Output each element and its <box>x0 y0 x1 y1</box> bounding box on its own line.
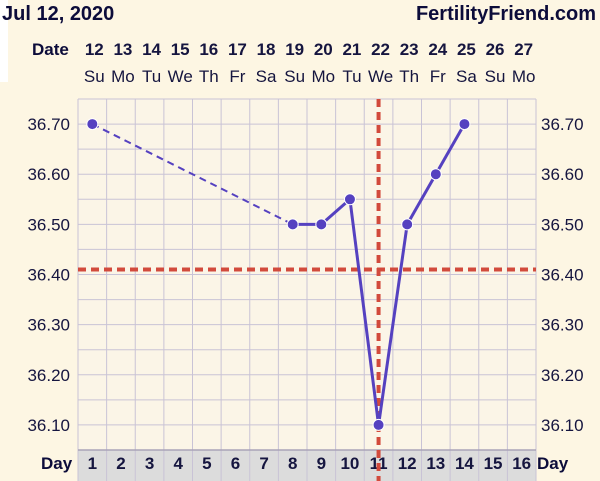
weekday-label: We <box>368 67 393 86</box>
weekday-label: Th <box>399 67 419 86</box>
y-axis-labels: 36.70 36.70 36.60 36.60 36.50 36.50 36.40 36.40… <box>27 115 583 435</box>
y-tick-label-right: 36.40 <box>541 266 584 285</box>
series-segment <box>405 173 438 226</box>
date-label: 21 <box>342 40 361 59</box>
header-tab <box>0 0 8 82</box>
weekday-label: Su <box>284 67 305 86</box>
cycle-day-label: 9 <box>317 454 326 473</box>
cycle-day-label: 8 <box>288 454 297 473</box>
x-axis-labels: 12 Su 1 13 Mo 2 14 Tu 3 15 We 4 16 Th 5 17 Fr 6 18 Sa 7 19 Su 8… <box>84 40 536 473</box>
series-segment-dashed <box>91 123 294 226</box>
cycle-day-label: 13 <box>426 454 445 473</box>
weekday-label: Sa <box>456 67 477 86</box>
cycle-day-label: 14 <box>455 454 474 473</box>
cycle-day-label: 6 <box>231 454 240 473</box>
data-point <box>372 418 385 431</box>
y-tick-label-right: 36.60 <box>541 165 584 184</box>
cycle-day-label: 2 <box>116 454 125 473</box>
date-label: 15 <box>171 40 190 59</box>
cycle-day-label: 10 <box>340 454 359 473</box>
date-label: 13 <box>113 40 132 59</box>
data-point <box>429 168 442 181</box>
date-label: 23 <box>400 40 419 59</box>
weekday-label: Fr <box>430 67 446 86</box>
data-point <box>86 118 99 131</box>
date-label: 20 <box>314 40 333 59</box>
y-tick-label-right: 36.20 <box>541 366 584 385</box>
date-label: 18 <box>257 40 276 59</box>
date-label: 22 <box>371 40 390 59</box>
y-tick-label-right: 36.10 <box>541 416 584 435</box>
y-tick-label-left: 36.70 <box>27 115 70 134</box>
weekday-label: Mo <box>111 67 135 86</box>
cycle-day-label: 15 <box>484 454 503 473</box>
weekday-label: Su <box>84 67 105 86</box>
weekday-label: Mo <box>512 67 536 86</box>
y-tick-label-left: 36.10 <box>27 416 70 435</box>
cycle-day-label: 12 <box>398 454 417 473</box>
y-tick-label-right: 36.30 <box>541 316 584 335</box>
series-segment <box>434 123 466 175</box>
cycle-day-label: 3 <box>145 454 154 473</box>
weekday-label: Sa <box>256 67 277 86</box>
weekday-label: Tu <box>142 67 161 86</box>
date-label: 16 <box>199 40 218 59</box>
temperature-series <box>86 118 471 431</box>
plot-grid <box>77 98 537 481</box>
date-label: 27 <box>514 40 533 59</box>
series-segment <box>377 224 409 426</box>
date-row-label: Date <box>32 40 69 59</box>
weekday-label: Fr <box>229 67 245 86</box>
weekday-label: Th <box>199 67 219 86</box>
y-tick-label-right: 36.50 <box>541 215 584 234</box>
data-point <box>401 218 414 231</box>
data-point <box>315 218 328 231</box>
y-tick-label-right: 36.70 <box>541 115 584 134</box>
series-segment <box>320 198 351 226</box>
data-point <box>343 193 356 206</box>
data-point <box>458 118 471 131</box>
weekday-label: Tu <box>342 67 361 86</box>
series-segment <box>348 199 381 426</box>
date-label: 12 <box>85 40 104 59</box>
cycle-day-label: 4 <box>173 454 183 473</box>
date-label: 24 <box>428 40 447 59</box>
date-label: 25 <box>457 40 476 59</box>
y-tick-label-left: 36.30 <box>27 316 70 335</box>
y-tick-label-left: 36.20 <box>27 366 70 385</box>
cycle-day-label: 16 <box>512 454 531 473</box>
cycle-day-label: 5 <box>202 454 211 473</box>
site-name: FertilityFriend.com <box>416 3 596 25</box>
date-label: 14 <box>142 40 161 59</box>
date-label: 19 <box>285 40 304 59</box>
y-tick-label-left: 36.60 <box>27 165 70 184</box>
day-row-label: Day <box>41 454 73 473</box>
y-tick-label-left: 36.40 <box>27 266 70 285</box>
data-point <box>286 218 299 231</box>
day-row-label-right: Day <box>537 454 569 473</box>
y-tick-label-left: 36.50 <box>27 215 70 234</box>
weekday-label: We <box>168 67 193 86</box>
chart-date-title: Jul 12, 2020 <box>2 3 114 25</box>
weekday-label: Mo <box>312 67 336 86</box>
cycle-day-label: 1 <box>88 454 97 473</box>
date-label: 17 <box>228 40 247 59</box>
cycle-day-label: 7 <box>259 454 268 473</box>
weekday-label: Su <box>485 67 506 86</box>
date-label: 26 <box>486 40 505 59</box>
